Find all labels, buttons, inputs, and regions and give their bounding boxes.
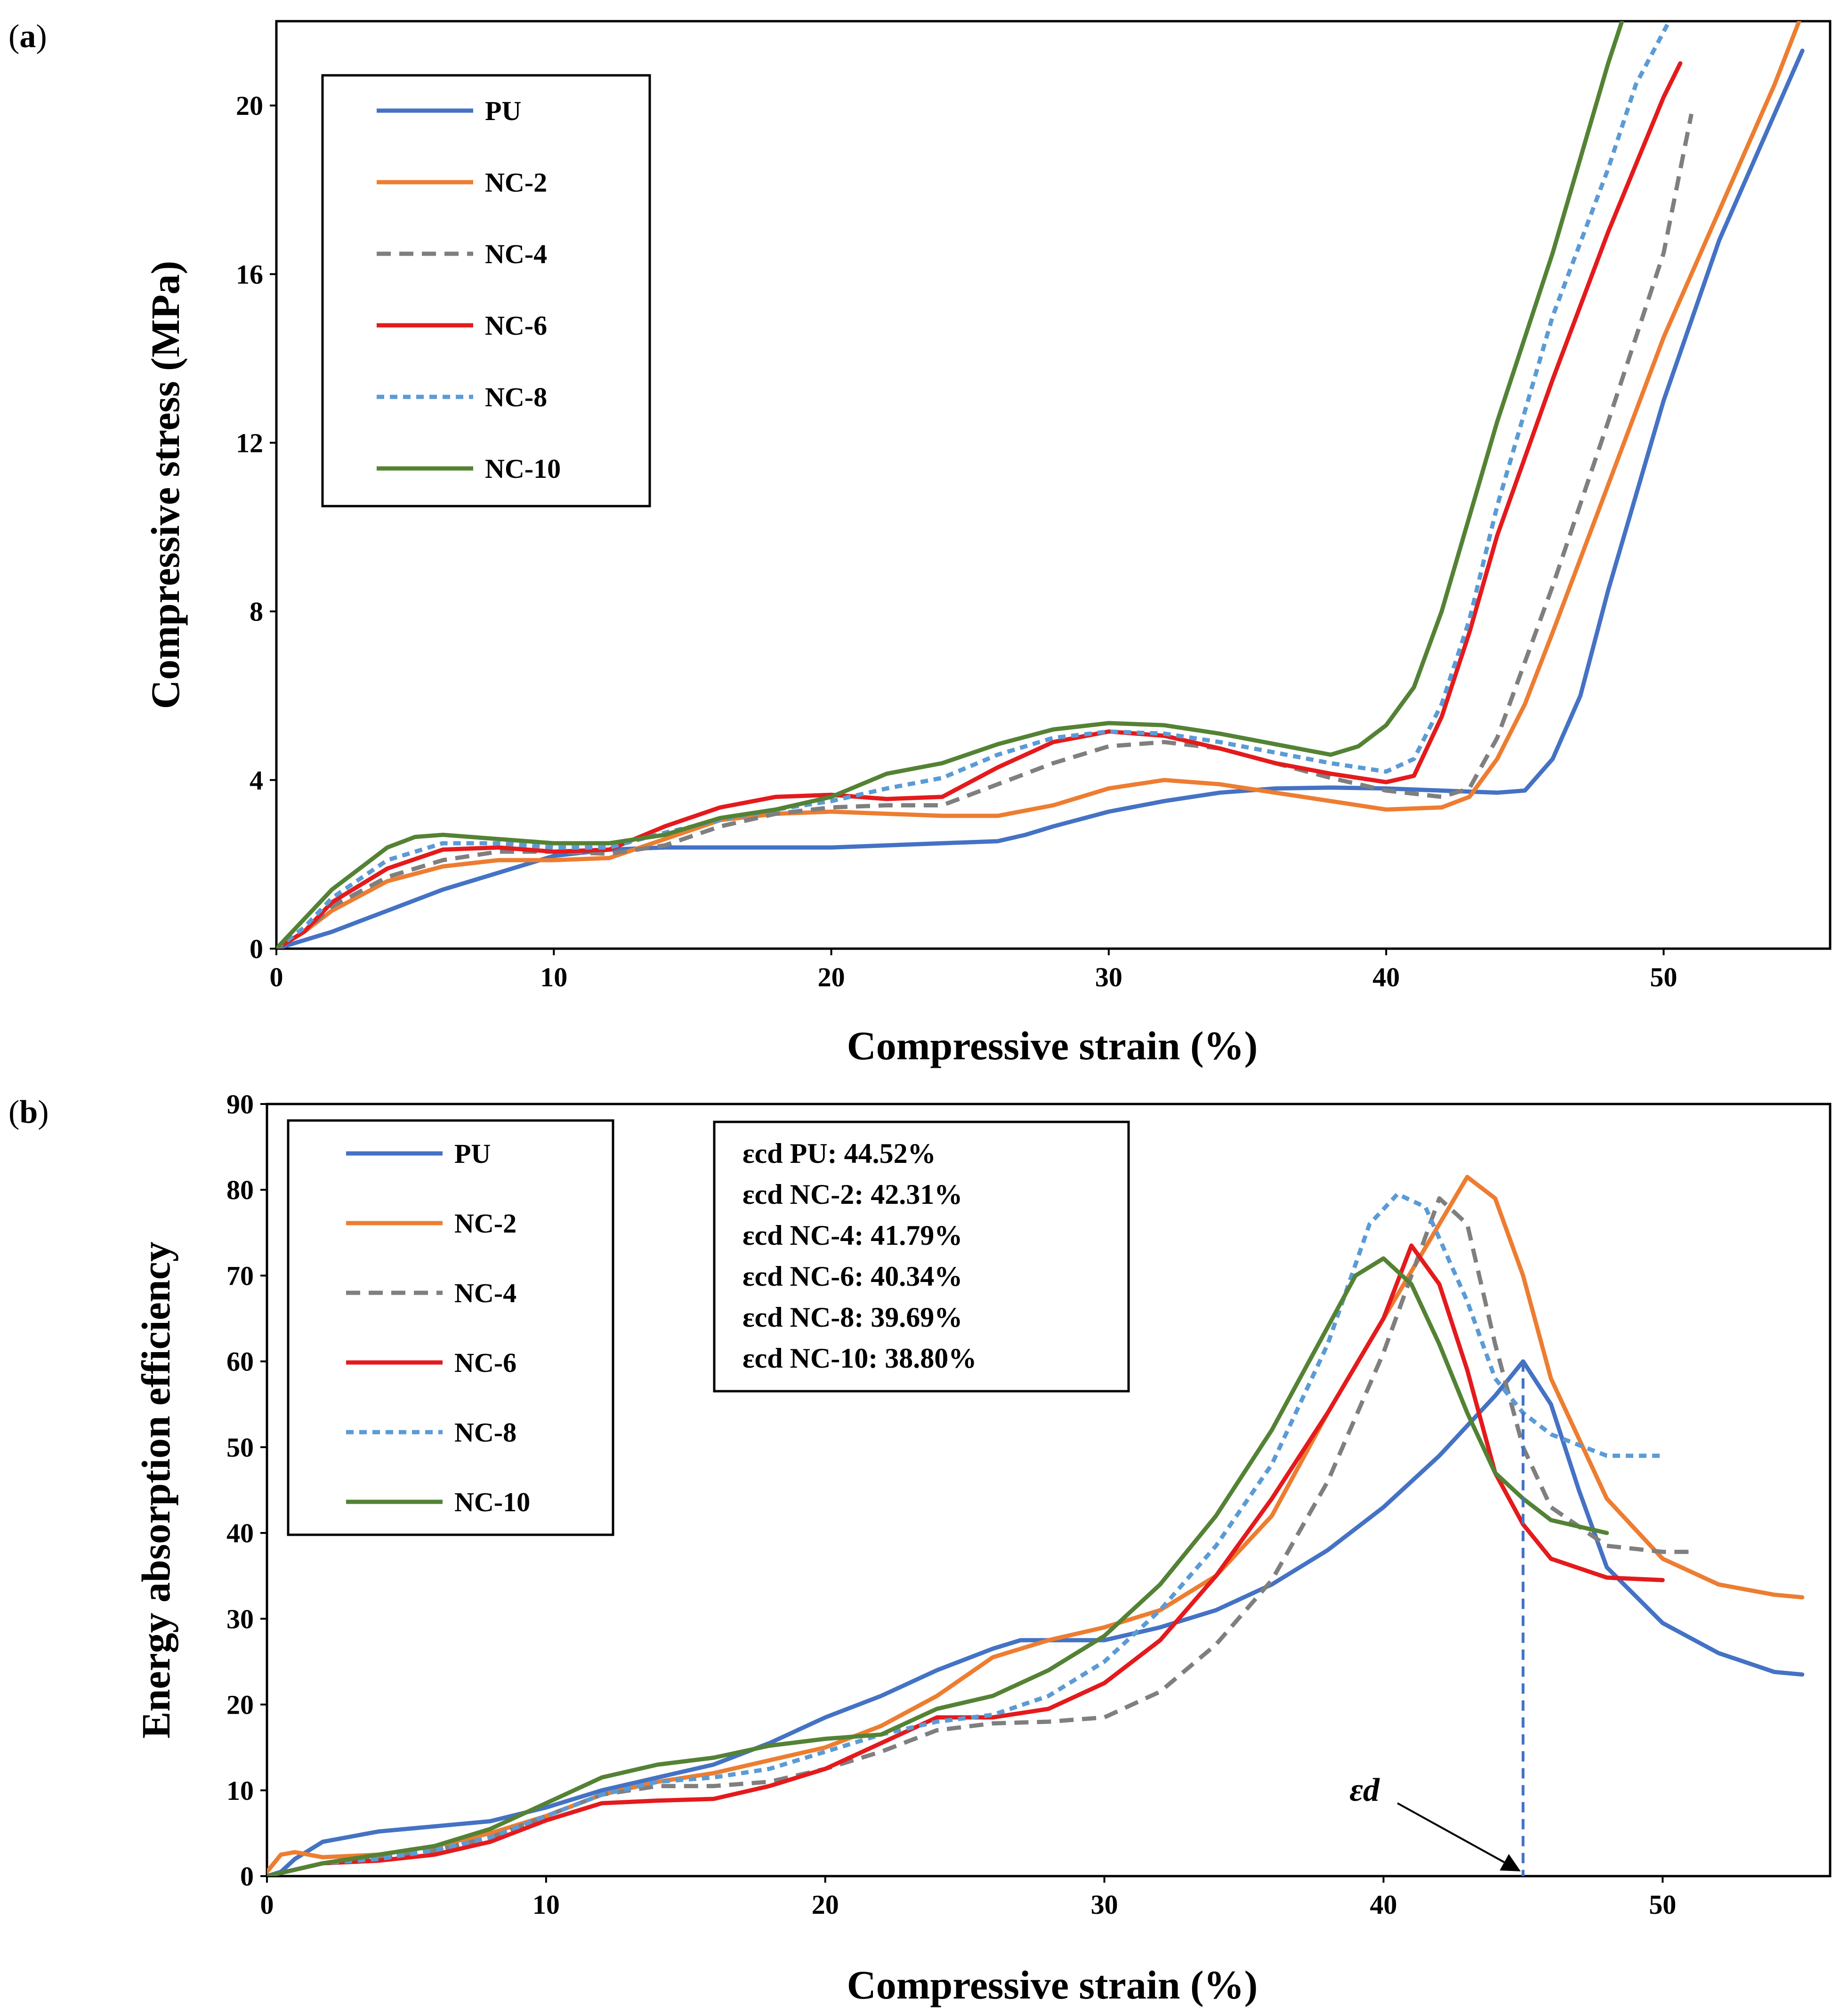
legend-label-nc6: NC-6 xyxy=(454,1347,516,1378)
legend-label-nc10: NC-10 xyxy=(485,453,561,484)
panel-b-series-nc10 xyxy=(267,1256,1609,1876)
panel-b-x-ticks: 0 10 20 30 40 50 xyxy=(260,1876,1676,1920)
panel-a-x-tick-label: 40 xyxy=(1372,962,1400,992)
panel-a-series-nc8 xyxy=(276,21,1671,949)
legend-label-nc2: NC-2 xyxy=(485,167,547,198)
panel-a-series-nc6 xyxy=(276,61,1683,949)
panel-b-series-nc8 xyxy=(267,1192,1663,1876)
panel-b-series xyxy=(267,1175,1805,1876)
panel-a-letter: a xyxy=(19,18,36,55)
panel-a-x-axis-title: Compressive strain (%) xyxy=(847,1023,1258,1068)
panel-b-y-tick-label: 20 xyxy=(226,1690,254,1720)
legend-label-nc8: NC-8 xyxy=(485,382,547,412)
ecd-line-nc6: εcd NC-6: 40.34% xyxy=(742,1261,962,1292)
legend-label-nc6: NC-6 xyxy=(485,310,547,341)
panel-b-y-tick-label: 60 xyxy=(226,1346,254,1377)
panel-a-series-nc10 xyxy=(276,21,1624,949)
panel-a-legend-items: PU NC-2 NC-4 NC-6 NC-8 NC-10 xyxy=(377,96,561,484)
panel-a-series xyxy=(276,21,1805,949)
panel-b-ed-arrow xyxy=(1397,1802,1521,1871)
panel-b-legend-box xyxy=(287,1119,614,1536)
ecd-line-nc2: εcd NC-2: 42.31% xyxy=(742,1179,962,1210)
panel-a-label: (a) xyxy=(8,18,47,55)
panel-b-x-tick-label: 30 xyxy=(1091,1889,1118,1920)
panel-a-series-nc4 xyxy=(276,113,1694,949)
panel-a-series-pu xyxy=(276,48,1805,949)
panel-a-y-tick-label: 4 xyxy=(250,765,263,796)
panel-b-y-tick-label: 30 xyxy=(226,1604,254,1634)
panel-a-x-tick-label: 0 xyxy=(270,962,283,992)
legend-label-nc4: NC-4 xyxy=(454,1278,516,1308)
panel-b-x-tick-label: 40 xyxy=(1370,1889,1397,1920)
panel-a-legend: PU NC-2 NC-4 NC-6 NC-8 NC-10 xyxy=(321,74,651,508)
panel-b-ed-marker: εd xyxy=(1349,1361,1525,1876)
legend-label-nc4: NC-4 xyxy=(485,239,547,269)
panel-b-x-tick-label: 50 xyxy=(1649,1889,1676,1920)
legend-label-pu: PU xyxy=(454,1138,491,1169)
panel-b-y-ticks: 0 10 20 30 40 50 60 70 80 90 xyxy=(226,1089,267,1892)
panel-a-y-tick-label: 12 xyxy=(236,427,263,458)
panel-b-y-tick-label: 40 xyxy=(226,1518,254,1548)
panel-a-y-tick-label: 20 xyxy=(236,90,263,121)
panel-b-legend-items: PU NC-2 NC-4 NC-6 NC-8 NC-10 xyxy=(346,1138,530,1517)
panel-b-x-tick-label: 0 xyxy=(260,1889,274,1920)
panel-a-x-tick-label: 20 xyxy=(818,962,845,992)
panel-b-x-tick-label: 20 xyxy=(812,1889,839,1920)
legend-label-nc10: NC-10 xyxy=(454,1487,530,1517)
panel-b-y-tick-label: 90 xyxy=(226,1089,254,1120)
panel-a-x-tick-label: 30 xyxy=(1095,962,1122,992)
legend-label-pu: PU xyxy=(485,96,521,126)
panel-b-x-tick-label: 10 xyxy=(533,1889,560,1920)
panel-b-y-tick-label: 80 xyxy=(226,1175,254,1205)
panel-b-ed-label: εd xyxy=(1349,1772,1380,1808)
panel-a: (a) 0 4 8 12 16 20 0 10 20 30 40 50 Compressive st… xyxy=(8,18,1832,1068)
panel-a-y-tick-label: 0 xyxy=(250,934,263,964)
ecd-line-pu: εcd PU: 44.52% xyxy=(742,1138,936,1169)
panel-b-series-pu xyxy=(267,1359,1805,1876)
panel-a-x-tick-label: 50 xyxy=(1650,962,1677,992)
panel-a-x-tick-label: 10 xyxy=(540,962,567,992)
panel-b-ecd-annotation: εcd PU: 44.52% εcd NC-2: 42.31% εcd NC-4… xyxy=(713,1120,1130,1393)
legend-label-nc8: NC-8 xyxy=(454,1417,516,1448)
panel-a-y-ticks: 0 4 8 12 16 20 xyxy=(236,90,276,964)
panel-b-legend: PU NC-2 NC-4 NC-6 NC-8 NC-10 xyxy=(287,1119,614,1536)
panel-b-y-tick-label: 0 xyxy=(240,1861,254,1892)
panel-b-y-tick-label: 50 xyxy=(226,1432,254,1463)
panel-b-y-tick-label: 70 xyxy=(226,1260,254,1291)
panel-a-y-tick-label: 8 xyxy=(250,596,263,627)
panel-b: (b) 0 10 20 30 40 50 60 70 80 90 0 10 20 30 40 50 εd C… xyxy=(8,1089,1832,2007)
panel-a-y-tick-label: 16 xyxy=(236,259,263,290)
panel-b-ecd-box xyxy=(713,1120,1130,1393)
panel-a-y-axis-title: Compressive stress (MPa) xyxy=(143,261,188,709)
panel-b-letter: b xyxy=(19,1094,38,1130)
legend-label-nc2: NC-2 xyxy=(454,1208,516,1239)
panel-a-legend-box xyxy=(321,74,651,508)
panel-b-y-axis-title: Energy absorption efficiency xyxy=(133,1241,178,1739)
ecd-line-nc10: εcd NC-10: 38.80% xyxy=(742,1343,976,1374)
panel-b-series-nc6 xyxy=(267,1243,1665,1876)
ecd-line-nc4: εcd NC-4: 41.79% xyxy=(742,1220,962,1251)
panel-b-y-tick-label: 10 xyxy=(226,1775,254,1806)
ecd-line-nc8: εcd NC-8: 39.69% xyxy=(742,1302,962,1333)
panel-b-label: (b) xyxy=(8,1094,49,1130)
panel-b-x-axis-title: Compressive strain (%) xyxy=(847,1962,1258,2007)
panel-a-series-nc2 xyxy=(276,21,1801,949)
panel-a-x-ticks: 0 10 20 30 40 50 xyxy=(270,949,1677,992)
